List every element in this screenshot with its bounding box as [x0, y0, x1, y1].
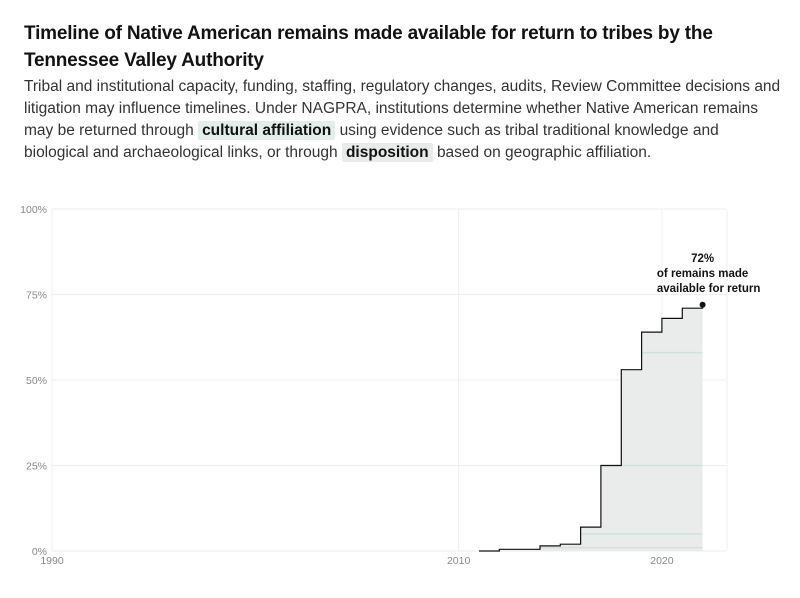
chart-description: Tribal and institutional capacity, fundi…	[24, 76, 784, 164]
end-point-marker	[699, 301, 706, 308]
step-area-chart: 0% 25% 50% 75% 100% 1990 2010 2020 72% of remai…	[20, 204, 761, 567]
description-text-2: using evidence such as tribal traditiona…	[24, 122, 719, 161]
disposition-highlight: disposition	[341, 143, 433, 162]
y-tick-label: 100%	[20, 204, 47, 216]
y-tick-label: 25%	[26, 461, 47, 473]
annotation-line-2: available for return	[657, 283, 761, 295]
y-tick-label: 0%	[32, 546, 47, 558]
description-text-3: based on geographic affiliation.	[436, 144, 652, 161]
annotation-line-1: of remains made	[657, 268, 748, 280]
description-text-1: Tribal and institutional capacity, fundi…	[24, 78, 781, 139]
y-tick-label: 75%	[26, 290, 47, 302]
area-layer	[479, 301, 706, 552]
annotation-value: 72%	[691, 253, 714, 265]
step-line	[479, 304, 704, 552]
chart-title: Timeline of Native American remains made…	[24, 23, 713, 71]
x-tick-label: 2020	[650, 555, 674, 567]
x-tick-label: 2010	[447, 555, 471, 567]
area-fill	[479, 304, 703, 551]
x-tick-label: 1990	[40, 555, 64, 567]
cultural-affiliation-highlight: cultural affiliation	[198, 121, 336, 140]
y-tick-label: 50%	[26, 375, 47, 387]
annotation-layer: 72% of remains made available for return	[657, 253, 761, 295]
axis-labels: 0% 25% 50% 75% 100% 1990 2010 2020	[20, 204, 674, 567]
